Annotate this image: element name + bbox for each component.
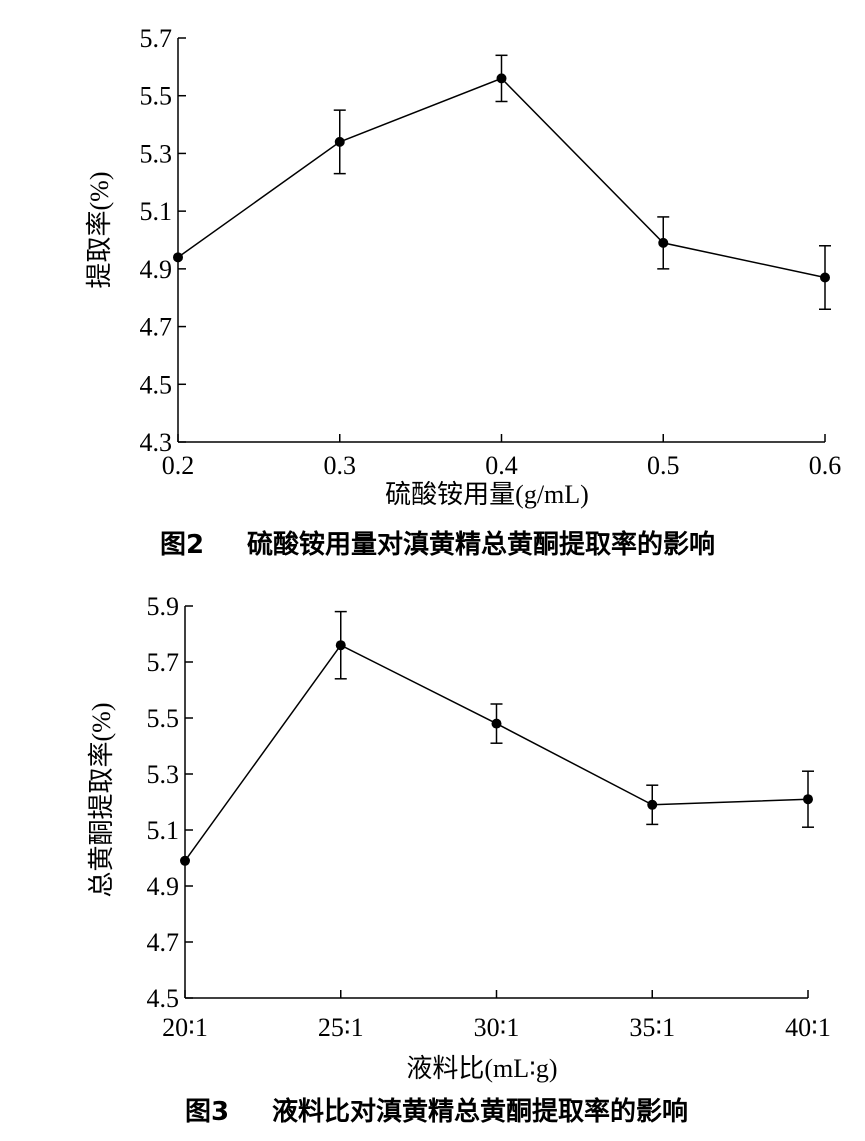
x-tick-label: 35∶1 <box>629 1013 675 1042</box>
x-tick-label: 0.6 <box>809 451 842 480</box>
y-tick-label: 5.5 <box>140 82 173 111</box>
x-tick-label: 0.3 <box>324 451 357 480</box>
chart-ammonium-sulfate: 4.3 4.5 4.7 4.9 5.1 5.3 5.5 5.7 0.2 0.3 0.4 0.5 0.6 硫… <box>85 24 841 509</box>
y-tick-label: 4.9 <box>140 255 173 284</box>
chart-liquid-solid-ratio: 4.5 4.7 4.9 5.1 5.3 5.5 5.7 5.9 20∶1 25∶1 30∶1 35∶1… <box>87 592 831 1083</box>
x-tick-label: 20∶1 <box>162 1013 208 1042</box>
x-tick-label: 0.5 <box>647 451 680 480</box>
chart-1-caption-number: 图3 <box>185 1097 229 1127</box>
data-point <box>334 136 345 147</box>
x-tick-label: 40∶1 <box>785 1013 831 1042</box>
chart-0-caption-text: 硫酸铵用量对滇黄精总黄酮提取率的影响 <box>247 529 715 560</box>
y-axis-label: 提取率(%) <box>85 172 114 289</box>
chart-1-caption-text: 液料比对滇黄精总黄酮提取率的影响 <box>272 1096 688 1127</box>
data-point <box>658 237 669 248</box>
x-tick-label: 0.2 <box>162 451 195 480</box>
y-tick-label: 5.3 <box>147 760 180 789</box>
y-tick-label: 5.9 <box>147 592 180 621</box>
chart-0-caption-number: 图2 <box>160 530 204 560</box>
x-tick-label: 25∶1 <box>318 1013 364 1042</box>
data-point <box>803 794 813 805</box>
data-point <box>647 799 658 810</box>
data-point <box>491 718 502 729</box>
x-tick-label: 0.4 <box>485 451 518 480</box>
y-axis-label: 总黄酮提取率(%) <box>87 703 116 898</box>
x-axis-label: 液料比(mL∶g) <box>406 1054 557 1083</box>
series-line <box>177 77 826 279</box>
y-tick-label: 4.9 <box>147 872 180 901</box>
y-tick-label: 4.5 <box>140 370 173 399</box>
y-tick-label: 4.7 <box>140 313 173 342</box>
y-tick-label: 5.7 <box>147 648 180 677</box>
y-tick-label: 5.3 <box>140 139 173 168</box>
y-tick-label: 5.1 <box>140 197 173 226</box>
y-tick-label: 5.5 <box>147 704 180 733</box>
y-tick-label: 4.7 <box>147 928 180 957</box>
data-point <box>180 855 190 866</box>
y-tick-label: 4.3 <box>140 428 173 457</box>
x-axis-label: 硫酸铵用量(g/mL) <box>385 480 589 509</box>
data-point <box>820 272 830 283</box>
series-line <box>184 644 809 862</box>
x-tick-label: 30∶1 <box>474 1013 520 1042</box>
y-tick-label: 5.1 <box>147 816 180 845</box>
y-tick-label: 5.7 <box>140 24 173 53</box>
y-tick-label: 4.5 <box>147 984 180 1013</box>
data-point <box>335 640 346 651</box>
data-point <box>173 252 183 263</box>
data-point <box>496 73 507 84</box>
